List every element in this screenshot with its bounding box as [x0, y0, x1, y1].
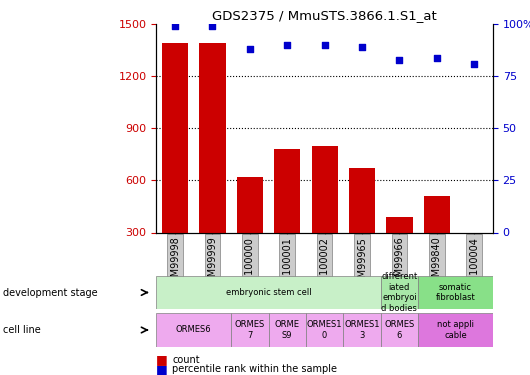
Text: ■: ■ [156, 363, 168, 375]
Bar [162, 44, 188, 285]
Point [395, 57, 404, 63]
Bar [274, 149, 301, 285]
Text: ORMES6: ORMES6 [176, 326, 211, 334]
Bar [269, 313, 306, 347]
Bar [386, 217, 412, 285]
Bar [349, 168, 375, 285]
Point [470, 61, 479, 67]
Point [171, 24, 179, 30]
Text: not appli
cable: not appli cable [437, 320, 474, 340]
Bar [199, 44, 226, 285]
Bar [312, 146, 338, 285]
Text: ORMES
7: ORMES 7 [235, 320, 265, 340]
Bar [461, 238, 487, 285]
Text: different
iated
embryoi
d bodies: different iated embryoi d bodies [381, 272, 418, 313]
Text: percentile rank within the sample: percentile rank within the sample [172, 364, 337, 374]
Text: ORMES1
3: ORMES1 3 [344, 320, 380, 340]
Bar [381, 313, 418, 347]
Point [245, 46, 254, 53]
Point [320, 42, 329, 48]
Text: count: count [172, 355, 200, 365]
Point [358, 44, 366, 50]
Text: embryonic stem cell: embryonic stem cell [226, 288, 311, 297]
Bar [156, 313, 231, 347]
Bar [381, 276, 418, 309]
Text: development stage: development stage [3, 288, 98, 297]
Text: ■: ■ [156, 354, 168, 366]
Bar [343, 313, 381, 347]
Bar [156, 276, 381, 309]
Text: ORMES1
0: ORMES1 0 [307, 320, 342, 340]
Bar [231, 313, 269, 347]
Bar [418, 276, 493, 309]
Bar [418, 313, 493, 347]
Text: cell line: cell line [3, 325, 40, 335]
Text: ORMES
6: ORMES 6 [384, 320, 414, 340]
Point [432, 55, 441, 61]
Point [283, 42, 292, 48]
Bar [423, 196, 450, 285]
Text: ORME
S9: ORME S9 [275, 320, 300, 340]
Point [208, 24, 217, 30]
Text: somatic
fibroblast: somatic fibroblast [436, 283, 475, 302]
Title: GDS2375 / MmuSTS.3866.1.S1_at: GDS2375 / MmuSTS.3866.1.S1_at [212, 9, 437, 22]
Bar [306, 313, 343, 347]
Bar [237, 177, 263, 285]
